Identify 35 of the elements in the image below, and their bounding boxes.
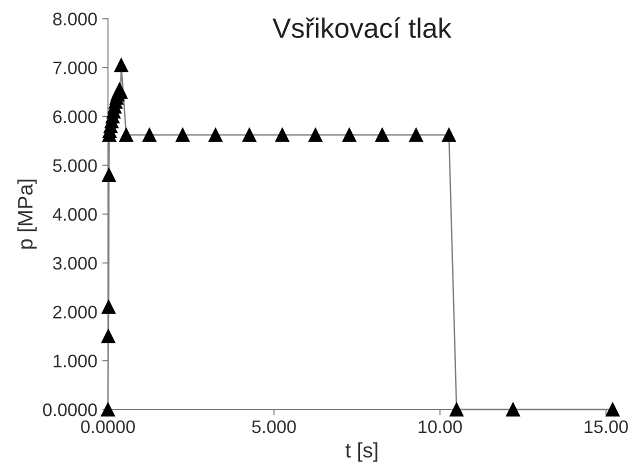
- x-tick-label: 0.0000: [81, 420, 135, 434]
- point: [119, 128, 134, 142]
- y-tick-label: 3.000: [53, 256, 97, 270]
- y-tick-label: 8.000: [53, 12, 97, 26]
- y-tick-label: 7.000: [53, 62, 97, 74]
- point: [275, 128, 290, 142]
- y-tick-label: 1.000: [54, 354, 97, 368]
- point: [409, 128, 424, 142]
- point: [142, 128, 156, 142]
- point: [101, 402, 115, 416]
- x-axis-title: t [s]: [345, 442, 378, 462]
- y-tick-label: 6.000: [53, 110, 97, 124]
- point: [375, 128, 390, 142]
- point: [450, 402, 464, 416]
- point: [442, 128, 456, 142]
- x-tick-label: 5.000: [252, 420, 296, 434]
- point: [101, 329, 116, 344]
- y-axis-title: p [MPa]: [17, 180, 37, 249]
- point: [606, 402, 620, 416]
- chart-title: Vsřikovací tlak: [272, 17, 452, 38]
- point: [176, 128, 190, 142]
- point: [308, 128, 322, 142]
- y-tick-label: 5.000: [53, 159, 97, 172]
- x-tick-label: 10.00: [418, 420, 462, 434]
- point: [242, 128, 256, 142]
- x-tick-label: 15.00: [584, 420, 628, 434]
- y-tick-label: 0.0000: [43, 403, 97, 416]
- point: [102, 168, 116, 182]
- y-tick-label: 4.000: [52, 208, 97, 221]
- point: [506, 402, 520, 416]
- point: [114, 58, 128, 72]
- point: [102, 300, 116, 314]
- point: [342, 128, 356, 142]
- point: [208, 128, 222, 142]
- y-tick-label: 2.000: [53, 306, 97, 319]
